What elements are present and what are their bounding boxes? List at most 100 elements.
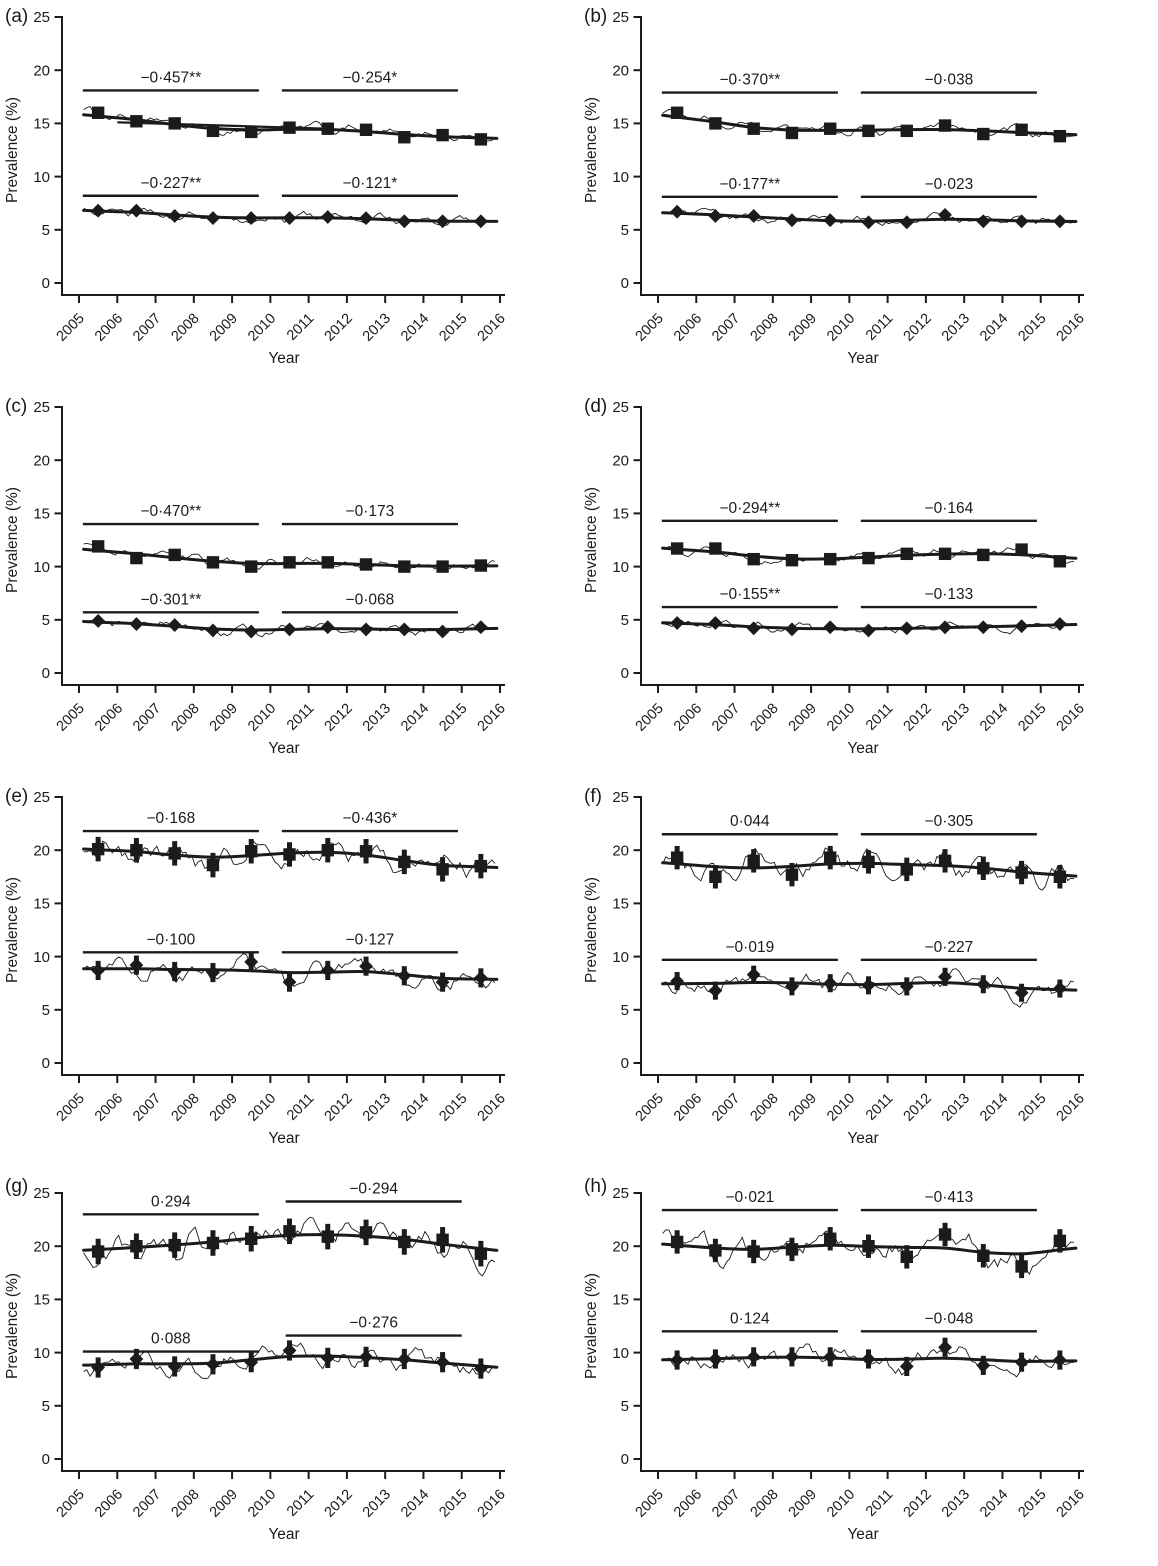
svg-text:2008: 2008 <box>747 311 781 345</box>
svg-text:2009: 2009 <box>207 701 241 735</box>
svg-text:2014: 2014 <box>398 1487 432 1521</box>
svg-text:2011: 2011 <box>284 1091 317 1124</box>
svg-text:2015: 2015 <box>436 1091 470 1125</box>
svg-text:2006: 2006 <box>92 311 126 345</box>
svg-text:2011: 2011 <box>863 1091 896 1124</box>
svg-text:Prevalence (%): Prevalence (%) <box>583 97 600 203</box>
svg-text:2014: 2014 <box>398 311 432 345</box>
svg-text:2015: 2015 <box>1015 311 1049 345</box>
svg-text:−0·023: −0·023 <box>925 176 974 193</box>
panel-b: (b) 0 5 10 15 20 25 2005 2006 2007 2008 2009 2010 20… <box>579 0 1158 390</box>
panel-f-letter: (f) <box>584 786 602 807</box>
svg-text:2011: 2011 <box>863 311 896 344</box>
svg-text:2009: 2009 <box>786 1091 820 1125</box>
svg-text:−0·164: −0·164 <box>925 500 974 517</box>
svg-text:2014: 2014 <box>977 701 1011 735</box>
svg-text:2013: 2013 <box>939 1091 973 1125</box>
svg-text:Year: Year <box>847 350 878 367</box>
svg-text:2006: 2006 <box>92 701 126 735</box>
svg-text:Year: Year <box>268 1130 299 1147</box>
svg-text:0: 0 <box>621 1055 629 1072</box>
svg-text:0: 0 <box>621 1451 629 1468</box>
svg-text:15: 15 <box>33 506 50 523</box>
svg-text:2013: 2013 <box>360 1487 394 1521</box>
svg-text:2006: 2006 <box>92 1091 126 1125</box>
svg-text:2015: 2015 <box>1015 701 1049 735</box>
svg-text:0·124: 0·124 <box>730 1310 770 1327</box>
svg-text:2007: 2007 <box>709 1091 743 1125</box>
svg-text:2014: 2014 <box>977 1487 1011 1521</box>
svg-text:Year: Year <box>268 350 299 367</box>
svg-text:Year: Year <box>268 1526 299 1543</box>
svg-text:2016: 2016 <box>1054 701 1088 735</box>
svg-text:2012: 2012 <box>322 701 356 735</box>
panel-h-letter: (h) <box>584 1176 608 1197</box>
svg-text:−0·168: −0·168 <box>147 810 196 827</box>
svg-text:25: 25 <box>33 9 50 26</box>
svg-text:20: 20 <box>33 452 50 469</box>
svg-text:2008: 2008 <box>168 701 202 735</box>
svg-text:10: 10 <box>33 559 50 576</box>
svg-text:−0·370**: −0·370** <box>719 72 780 89</box>
svg-text:10: 10 <box>33 169 50 186</box>
svg-text:−0·227**: −0·227** <box>140 175 201 192</box>
panel-e-letter: (e) <box>5 786 29 807</box>
svg-text:2010: 2010 <box>824 1487 858 1521</box>
svg-text:−0·068: −0·068 <box>346 591 395 608</box>
svg-text:2014: 2014 <box>398 1091 432 1125</box>
svg-text:2016: 2016 <box>1054 311 1088 345</box>
svg-text:5: 5 <box>42 1398 50 1415</box>
svg-text:−0·127: −0·127 <box>346 931 395 948</box>
svg-text:2005: 2005 <box>54 1091 88 1125</box>
svg-text:5: 5 <box>621 612 629 629</box>
svg-text:5: 5 <box>42 222 50 239</box>
svg-text:10: 10 <box>612 559 629 576</box>
svg-text:15: 15 <box>612 896 629 913</box>
svg-text:2011: 2011 <box>284 1487 317 1520</box>
svg-text:−0·048: −0·048 <box>925 1310 974 1327</box>
svg-text:2008: 2008 <box>168 1487 202 1521</box>
svg-text:15: 15 <box>33 896 50 913</box>
svg-text:2005: 2005 <box>54 701 88 735</box>
svg-text:2009: 2009 <box>786 701 820 735</box>
svg-text:2012: 2012 <box>901 1487 935 1521</box>
svg-text:2011: 2011 <box>863 701 896 734</box>
svg-text:2007: 2007 <box>130 1091 164 1125</box>
svg-text:2012: 2012 <box>322 311 356 345</box>
panel-e: (e) 0 5 10 15 20 25 2005 2006 2007 2008 2009 2010 20… <box>0 780 579 1170</box>
svg-text:2012: 2012 <box>901 701 935 735</box>
svg-text:2015: 2015 <box>436 1487 470 1521</box>
svg-text:2014: 2014 <box>977 311 1011 345</box>
svg-text:15: 15 <box>612 1292 629 1309</box>
svg-text:2005: 2005 <box>633 1487 667 1521</box>
svg-text:2016: 2016 <box>475 701 509 735</box>
svg-text:−0·470**: −0·470** <box>140 503 201 520</box>
svg-text:2012: 2012 <box>901 311 935 345</box>
svg-text:10: 10 <box>33 1345 50 1362</box>
panel-d-letter: (d) <box>584 396 608 417</box>
svg-text:10: 10 <box>612 949 629 966</box>
svg-text:2006: 2006 <box>671 701 705 735</box>
svg-text:−0·436*: −0·436* <box>343 810 398 827</box>
svg-text:2015: 2015 <box>1015 1091 1049 1125</box>
svg-text:2009: 2009 <box>207 311 241 345</box>
svg-text:20: 20 <box>612 452 629 469</box>
svg-text:0: 0 <box>621 275 629 292</box>
svg-text:2013: 2013 <box>360 311 394 345</box>
svg-text:−0·457**: −0·457** <box>140 69 201 86</box>
svg-text:5: 5 <box>42 612 50 629</box>
svg-text:2011: 2011 <box>284 701 317 734</box>
panel-g: (g) 0 5 10 15 20 25 2005 2006 2007 2008 2009 2010 20… <box>0 1170 579 1566</box>
svg-text:15: 15 <box>612 506 629 523</box>
svg-text:2016: 2016 <box>1054 1091 1088 1125</box>
svg-text:2014: 2014 <box>977 1091 1011 1125</box>
svg-text:2015: 2015 <box>436 701 470 735</box>
svg-text:2007: 2007 <box>130 1487 164 1521</box>
svg-text:25: 25 <box>33 399 50 416</box>
svg-text:−0·294: −0·294 <box>349 1181 398 1198</box>
svg-text:2010: 2010 <box>824 311 858 345</box>
svg-text:−0·227: −0·227 <box>925 939 974 956</box>
svg-text:2016: 2016 <box>1054 1487 1088 1521</box>
